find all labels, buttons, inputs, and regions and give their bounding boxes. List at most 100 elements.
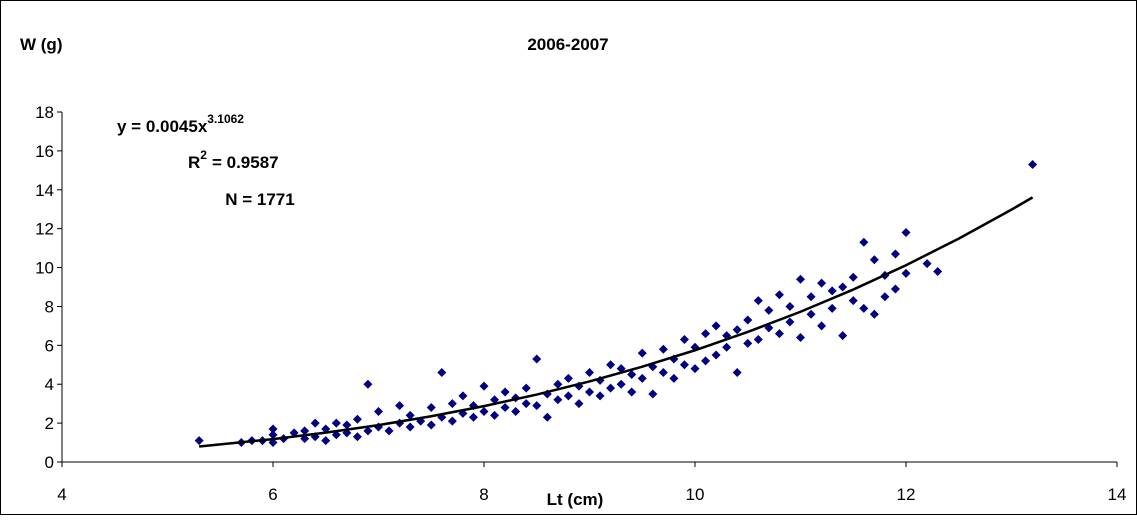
data-point xyxy=(521,383,531,393)
data-point xyxy=(848,272,858,282)
data-point xyxy=(806,309,816,319)
data-point xyxy=(553,395,563,405)
y-tick-label: 14 xyxy=(35,181,54,200)
data-point xyxy=(606,383,616,393)
data-point xyxy=(426,403,436,413)
data-point xyxy=(331,418,341,428)
data-point xyxy=(869,309,879,319)
data-point xyxy=(859,303,869,313)
y-tick-label: 12 xyxy=(35,220,54,239)
data-point xyxy=(500,403,510,413)
data-point xyxy=(563,391,573,401)
data-point xyxy=(627,370,637,379)
data-point xyxy=(352,414,362,424)
data-point xyxy=(458,391,468,401)
data-point xyxy=(532,401,542,411)
data-point xyxy=(511,406,521,416)
data-point xyxy=(722,342,732,352)
data-point xyxy=(500,387,510,397)
y-axis-label: W (g) xyxy=(20,35,62,54)
data-point xyxy=(785,317,795,327)
data-point xyxy=(363,379,373,389)
data-point xyxy=(701,329,711,339)
data-point xyxy=(890,284,900,294)
data-point xyxy=(447,416,457,426)
y-tick-label: 0 xyxy=(45,453,54,472)
data-point xyxy=(679,335,689,344)
data-point xyxy=(606,360,616,370)
trend-line xyxy=(199,196,1034,448)
x-axis-label: Lt (cm) xyxy=(547,490,604,509)
data-point xyxy=(933,266,943,276)
y-tick-label: 10 xyxy=(35,259,54,278)
data-point xyxy=(806,292,816,302)
data-point xyxy=(490,410,500,420)
data-point xyxy=(827,286,837,296)
data-point xyxy=(479,406,489,416)
r-squared: R2 = 0.9587 xyxy=(188,148,279,172)
x-tick-label: 4 xyxy=(57,485,66,504)
data-point xyxy=(637,348,647,358)
data-point xyxy=(637,373,647,383)
sample-size: N = 1771 xyxy=(225,190,294,209)
x-tick-label: 6 xyxy=(268,485,277,504)
data-point xyxy=(574,399,584,409)
data-point xyxy=(669,373,679,383)
data-point xyxy=(711,350,721,360)
y-tick-label: 8 xyxy=(45,297,54,316)
data-point xyxy=(658,368,668,378)
data-point xyxy=(732,368,742,378)
data-point xyxy=(774,329,784,339)
data-point xyxy=(658,344,668,354)
data-point xyxy=(384,426,394,436)
data-point xyxy=(627,387,637,397)
data-point xyxy=(342,420,352,430)
data-point xyxy=(796,333,805,343)
data-point xyxy=(194,436,204,446)
data-point xyxy=(764,305,774,315)
data-point xyxy=(268,424,278,434)
data-point xyxy=(1028,160,1038,169)
x-tick-label: 14 xyxy=(1108,485,1127,504)
data-point xyxy=(310,418,320,428)
data-point xyxy=(859,237,869,247)
data-point xyxy=(532,354,542,364)
data-point xyxy=(352,432,362,442)
data-point xyxy=(711,321,721,331)
data-point xyxy=(848,296,858,306)
y-tick-label: 2 xyxy=(45,414,54,433)
data-point xyxy=(753,296,763,306)
data-point xyxy=(838,282,848,292)
data-point xyxy=(490,395,500,405)
data-point xyxy=(395,401,405,411)
data-point xyxy=(880,292,890,302)
data-point xyxy=(595,391,605,401)
data-point xyxy=(785,301,795,311)
data-point xyxy=(817,278,827,288)
data-point xyxy=(363,426,373,436)
chart-title: 2006-2007 xyxy=(527,35,608,54)
y-tick-label: 18 xyxy=(35,103,54,122)
data-point xyxy=(753,335,763,344)
data-point xyxy=(648,389,658,399)
data-point xyxy=(901,228,911,238)
data-point xyxy=(542,412,552,422)
data-point xyxy=(869,255,879,265)
data-point xyxy=(553,379,563,389)
y-tick-label: 6 xyxy=(45,336,54,355)
y-tick-label: 4 xyxy=(45,375,54,394)
data-point xyxy=(774,290,784,300)
data-point xyxy=(300,426,310,436)
data-point xyxy=(743,338,753,348)
data-point xyxy=(616,379,626,389)
x-tick-label: 12 xyxy=(897,485,916,504)
data-point xyxy=(521,399,531,409)
data-point xyxy=(922,259,932,269)
data-point xyxy=(374,406,383,416)
data-point xyxy=(732,325,742,335)
data-point xyxy=(690,364,700,374)
data-point xyxy=(585,368,594,378)
data-point xyxy=(321,436,331,446)
